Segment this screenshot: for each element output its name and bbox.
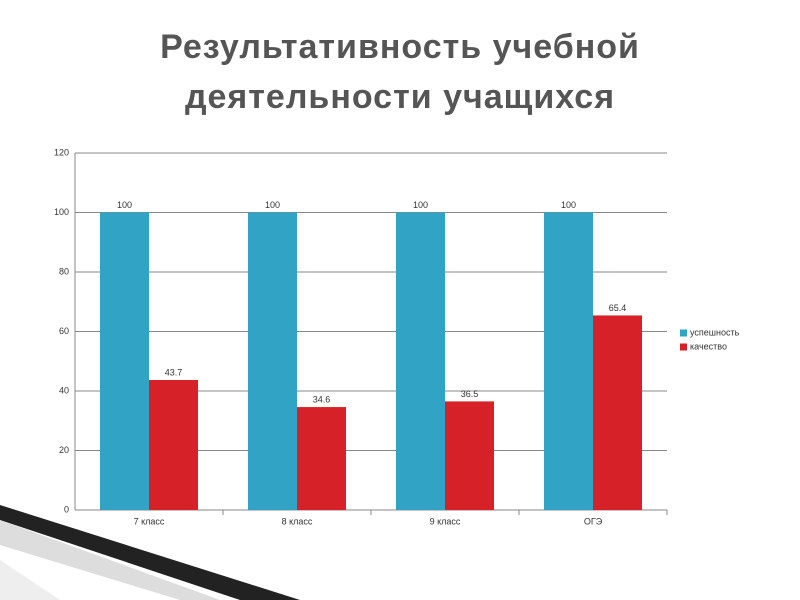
value-label: 100 [561,200,576,210]
bar [445,401,494,510]
bar [593,315,642,510]
bar [544,212,593,510]
bar [100,212,149,510]
bar [396,212,445,510]
legend-label: качество [690,341,727,351]
value-label: 34.6 [313,394,331,404]
y-tick-label: 40 [59,385,69,395]
decoration [0,560,60,600]
value-label: 43.7 [165,367,183,377]
decoration [0,520,220,600]
value-label: 100 [117,200,132,210]
legend-label: успешность [690,327,740,337]
value-label: 100 [265,200,280,210]
y-tick-label: 80 [59,266,69,276]
legend-swatch [680,329,687,337]
legend-swatch [680,343,687,351]
y-tick-label: 100 [54,207,69,217]
bar [149,379,198,510]
value-label: 100 [413,200,428,210]
y-tick-label: 120 [54,147,69,157]
bar [248,212,297,510]
x-tick-label: 9 класс [430,516,461,526]
y-tick-label: 20 [59,445,69,455]
value-label: 65.4 [609,303,627,313]
bar [297,407,346,510]
chart-title: Результативность учебной деятельности уч… [160,28,640,116]
value-label: 36.5 [461,389,479,399]
x-tick-label: 8 класс [282,516,313,526]
decoration [0,505,300,600]
x-tick-label: 7 класс [134,516,165,526]
x-tick-label: ОГЭ [584,516,603,526]
y-tick-label: 0 [64,504,69,514]
y-tick-label: 60 [59,326,69,336]
